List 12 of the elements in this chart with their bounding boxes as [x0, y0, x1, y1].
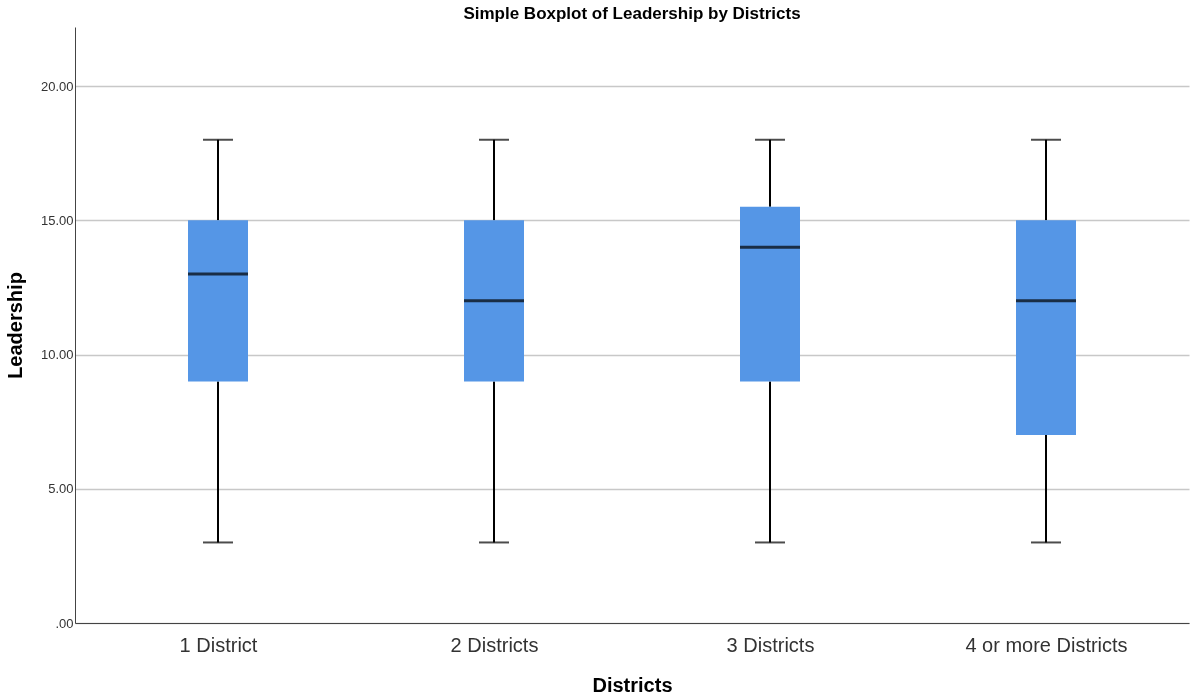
x-tick-label: 4 or more Districts: [965, 633, 1128, 656]
chart-title: Simple Boxplot of Leadership by Districts: [463, 4, 801, 23]
y-tick-label: .00: [55, 615, 74, 631]
x-axis-title: Districts: [592, 673, 673, 696]
y-tick-label: 15.00: [40, 212, 74, 228]
x-tick-label: 2 Districts: [450, 633, 539, 656]
y-tick-label: 10.00: [40, 347, 74, 363]
y-tick-label: 20.00: [40, 78, 74, 94]
y-tick-label: 5.00: [48, 481, 74, 497]
x-tick-label: 3 Districts: [726, 633, 815, 656]
x-tick-label: 1 District: [179, 633, 258, 656]
y-axis-title: Leadership: [3, 272, 26, 379]
